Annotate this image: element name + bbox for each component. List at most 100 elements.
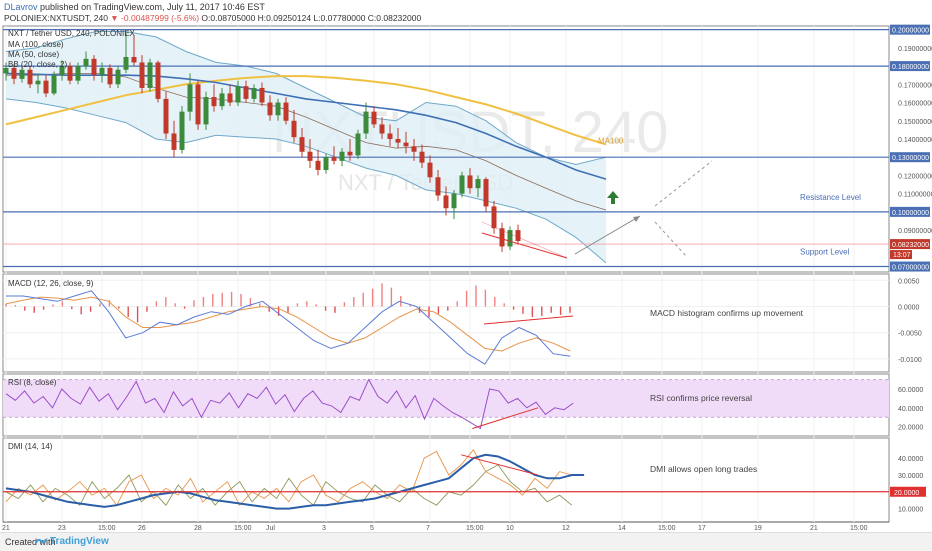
tradingview-brand[interactable]: TradingView (50, 536, 109, 547)
macd-y-tick: 0.0050 (898, 278, 920, 285)
price-y-tick: 0.19000000 (898, 46, 932, 53)
x-tick-label: 14 (618, 525, 626, 532)
candle-body (499, 228, 505, 247)
level-price-label: 0.13000000 (892, 155, 929, 162)
pane-frame-0 (2, 25, 890, 273)
dmi-y-tick: 10.0000 (898, 507, 923, 514)
dmi-reference-label: 20.0000 (894, 490, 919, 497)
candle-body (283, 102, 289, 121)
dmi-adx-line (5, 453, 585, 510)
candle-body (451, 193, 457, 209)
price-divergence-line-2 (481, 221, 568, 259)
symbol-info: POLONIEX:NXTUSDT, 240 ▼ -0.00487999 (-5.… (4, 13, 421, 23)
candle-body (107, 67, 113, 85)
candle-body (59, 66, 65, 76)
macd-y-tick: -0.0050 (898, 331, 922, 338)
x-tick-label: 21 (2, 525, 10, 532)
candle-body (35, 80, 41, 85)
candle-body (171, 133, 177, 150)
price-y-tick: 0.14000000 (898, 137, 932, 144)
macd-line (6, 290, 571, 365)
x-tick-label: 26 (138, 525, 146, 532)
x-tick-label: 23 (58, 525, 66, 532)
level-price-label: 0.07000000 (892, 265, 929, 272)
candle-body (307, 151, 313, 161)
candle-body (339, 151, 345, 161)
candle-body (227, 93, 233, 103)
candle-body (75, 66, 81, 81)
level-price-tag (890, 24, 930, 35)
symbol-line: POLONIEX:NXTUSDT, 240 (4, 13, 108, 23)
macd-signal-line (5, 296, 571, 352)
created-with-text: Created with (5, 537, 56, 547)
dmi-plus-di-line (5, 449, 572, 507)
level-price-tag (890, 61, 930, 72)
macd-y-tick: -0.0100 (898, 357, 922, 364)
last-price-tag (890, 239, 930, 250)
candle-body (419, 151, 425, 163)
candle-body (243, 86, 249, 99)
candle-body (467, 175, 473, 189)
dmi-y-tick: 40.0000 (898, 456, 923, 463)
author-name[interactable]: DLavrov (4, 2, 38, 12)
candle-body (491, 206, 497, 229)
projection-up-line (574, 215, 641, 255)
candle-body (387, 133, 393, 139)
tradingview-logo-icon (35, 538, 47, 544)
rsi-annotation: RSI confirms price reversal (650, 393, 752, 403)
price-y-tick: 0.15000000 (898, 119, 932, 126)
candle-body (299, 137, 305, 152)
indicator-legend: MA (50, close) (8, 50, 59, 59)
x-tick-label: 7 (426, 525, 430, 532)
candle-body (251, 87, 257, 99)
candle-body (323, 157, 329, 170)
indicator-legend: MA (100, close) (8, 40, 64, 49)
ma100-line (5, 75, 607, 146)
up-arrow-icon (607, 191, 619, 204)
level-price-label: 0.10000000 (892, 210, 929, 217)
dmi-annotation: DMI allows open long trades (650, 464, 757, 474)
macd-title: MACD (12, 26, close, 9) (8, 279, 94, 288)
last-price-label: 0.08232000 (892, 242, 929, 249)
candle-body (203, 97, 209, 125)
x-tick-label: 15:00 (98, 525, 116, 532)
candle-body (483, 179, 489, 207)
candle-body (99, 67, 105, 76)
footer-bar: Created with TradingView (0, 532, 932, 551)
indicator-legend: BB (20, close, 2) (8, 60, 67, 69)
candle-body (435, 177, 441, 196)
projection-dashed-down (654, 221, 687, 257)
x-tick-label: 15:00 (466, 525, 484, 532)
candle-body (371, 111, 377, 125)
published-text: published on TradingView.com, July 11, 2… (40, 2, 265, 12)
candle-body (211, 97, 217, 107)
level-price-tag (890, 206, 930, 217)
price-y-tick: 0.12000000 (898, 173, 932, 180)
price-y-tick: 0.09000000 (898, 228, 932, 235)
x-tick-label: Jul (266, 525, 275, 532)
ohlc-values: O:0.08705000 H:0.09250124 L:0.07780000 C… (201, 13, 422, 23)
macd-y-tick: 0.0000 (898, 304, 920, 311)
candle-body (51, 75, 57, 94)
x-tick-label: 28 (194, 525, 202, 532)
dmi-minus-di-line (5, 464, 573, 506)
rsi-y-tick: 20.0000 (898, 425, 923, 432)
x-tick-label: 19 (754, 525, 762, 532)
countdown-tag (890, 250, 912, 260)
candle-body (131, 56, 137, 63)
price-pane-title: NXT / Tether USD, 240, POLONIEX (8, 29, 136, 38)
candle-body (195, 84, 201, 125)
candle-body (403, 142, 409, 147)
level-price-tag (890, 261, 930, 272)
price-divergence-line (481, 232, 568, 259)
x-tick-label: 5 (370, 525, 374, 532)
candle-body (123, 56, 129, 70)
projection-up-arrowhead (633, 216, 640, 222)
candle-body (475, 179, 481, 189)
projection-dashed-up (654, 160, 713, 207)
candle-body (235, 86, 241, 103)
price-y-tick: 0.17000000 (898, 82, 932, 89)
x-tick-label: 17 (698, 525, 706, 532)
